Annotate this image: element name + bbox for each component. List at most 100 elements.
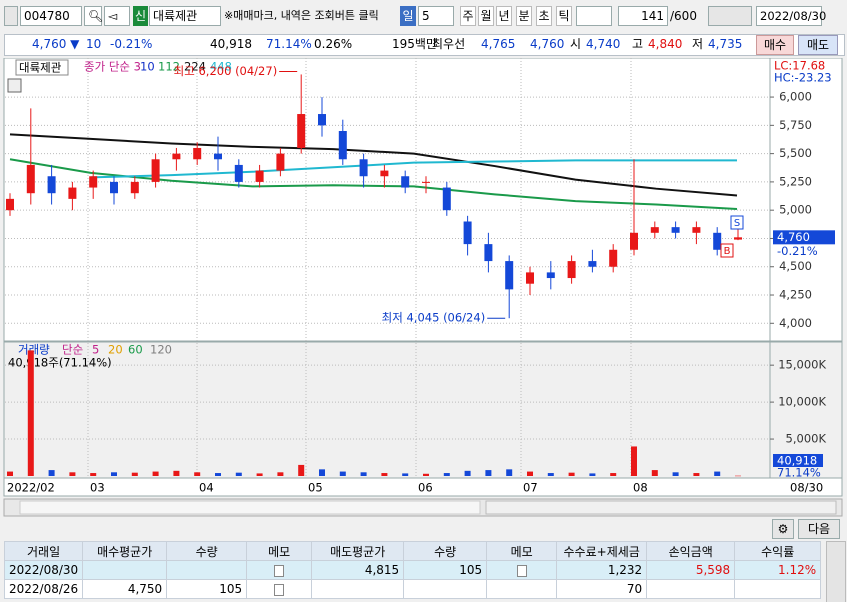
next-button[interactable]: 다음 <box>798 519 840 539</box>
x-tick-label: 07 <box>523 481 538 495</box>
legend-entry: 60 <box>128 343 143 357</box>
candle-body <box>609 249 618 267</box>
period-unit[interactable]: 주 <box>460 6 476 26</box>
chart-area: 4,0004,2504,5004,7505,0005,2505,5005,750… <box>3 58 843 517</box>
volume-title: 거래량 <box>18 343 50 357</box>
legend-entry: 20 <box>108 343 123 357</box>
y-tick-label: 6,000 <box>779 90 812 104</box>
table-cell <box>486 579 558 599</box>
table-cell: 105 <box>403 560 488 580</box>
legend-entry: 종가 단순 3 <box>84 60 141 74</box>
period-button[interactable]: 일 <box>400 6 416 26</box>
table-cell <box>311 579 405 599</box>
y-tick-label: 4,250 <box>779 288 812 302</box>
period-unit[interactable]: 초 <box>536 6 552 26</box>
period-unit[interactable]: 년 <box>496 6 512 26</box>
high: 4,840 <box>648 37 683 51</box>
candle-body <box>484 244 493 262</box>
count-max: /600 <box>670 9 697 23</box>
volume-bar <box>298 464 305 476</box>
moving-average <box>90 159 737 179</box>
table-cell: 2022/08/26 <box>3 579 84 599</box>
change-pct: -0.21% <box>110 37 153 51</box>
sell-mark-box <box>730 215 744 230</box>
period-input[interactable]: 5 <box>418 6 454 26</box>
moving-average <box>9 133 738 197</box>
column-header: 손익금액 <box>646 541 736 561</box>
candle-body <box>380 170 389 177</box>
volume-note: 40,918주(71.14%) <box>8 356 112 370</box>
y-tick-label: 5,000 <box>779 203 812 217</box>
legend-entry: 120 <box>150 343 172 357</box>
table-cell <box>82 560 168 580</box>
volume-bar <box>339 471 346 476</box>
column-header: 수익률 <box>734 541 822 561</box>
volume-bar <box>672 472 679 476</box>
scroll-track <box>19 500 481 515</box>
legend-entry: 5 <box>92 343 99 357</box>
count-input[interactable]: 141 <box>618 6 668 26</box>
table-row[interactable]: 2022/08/26 4,750 105 70 <box>3 579 822 599</box>
high-label: 고 <box>632 37 644 51</box>
column-header: 거래일 <box>3 541 84 561</box>
volume-bar <box>631 446 637 476</box>
candle-body <box>692 227 701 233</box>
table-cell: 5,598 <box>646 560 736 580</box>
volume-bar <box>152 471 159 476</box>
volume-bar <box>90 473 97 476</box>
volume-bar <box>714 471 721 476</box>
legend-entry: 448 <box>210 60 232 74</box>
candle-body <box>505 261 514 290</box>
legend-entry: 224 <box>184 60 206 74</box>
volume-bar <box>506 469 513 476</box>
candle-body <box>588 261 597 267</box>
volume-bar <box>381 473 388 476</box>
period-unit[interactable]: 분 <box>516 6 532 26</box>
search-button[interactable]: 🔍︎ <box>84 6 103 26</box>
settings-button[interactable]: ⚙ <box>772 519 794 539</box>
menu-button[interactable] <box>4 6 18 26</box>
candle-body <box>151 159 160 182</box>
candle-body <box>26 164 35 194</box>
volume-bar <box>48 470 55 476</box>
volume: 40,918 <box>210 37 252 51</box>
table-cell: 2022/08/30 <box>3 560 84 580</box>
volume-bar <box>568 472 575 476</box>
period-unit[interactable]: 틱 <box>556 6 572 26</box>
table-cell <box>403 579 488 599</box>
combo[interactable] <box>576 6 612 26</box>
calc-icon <box>7 78 22 93</box>
table-cell <box>734 579 822 599</box>
table-cell <box>246 560 313 580</box>
table-row[interactable]: 2022/08/30 4,815 105 1,232 5,598 1.12% <box>3 560 822 580</box>
date-input[interactable]: 2022/08/30 <box>756 6 826 26</box>
sell-button[interactable]: 매도 <box>798 35 838 55</box>
candle-body <box>6 198 14 211</box>
volume-bar <box>735 475 741 477</box>
buy-button[interactable]: 매수 <box>756 35 794 55</box>
candle-body <box>671 227 680 233</box>
memo-icon[interactable] <box>516 564 527 577</box>
memo-icon[interactable] <box>274 583 285 596</box>
candle-body <box>526 272 534 284</box>
candle-body <box>68 187 77 199</box>
last-volume: 40,918 <box>777 454 817 468</box>
volume-bar <box>693 473 700 476</box>
code-input[interactable]: 004780 <box>20 6 82 26</box>
title-box <box>15 59 69 76</box>
table-scrollbar[interactable] <box>826 541 846 602</box>
candle-body <box>172 153 181 160</box>
volume-bar <box>651 470 658 476</box>
x-tick-label: 08 <box>633 481 648 495</box>
tool-icons[interactable] <box>708 6 752 26</box>
volume-bar <box>27 350 34 476</box>
candle-body <box>546 272 555 279</box>
memo-icon[interactable] <box>274 564 285 577</box>
last-volume-pct: 71.14% <box>777 466 821 480</box>
period-unit[interactable]: 월 <box>478 6 494 26</box>
sound-button[interactable]: ◅ <box>104 6 130 26</box>
candle-body <box>359 159 368 177</box>
candle-body <box>422 181 430 183</box>
volume-bar <box>69 472 76 476</box>
table-cell: 105 <box>166 579 248 599</box>
